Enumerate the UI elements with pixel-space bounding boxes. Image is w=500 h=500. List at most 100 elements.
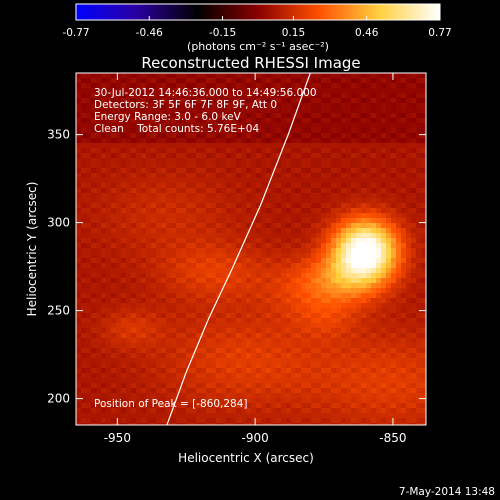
heatmap-cell bbox=[386, 308, 392, 314]
heatmap-cell bbox=[161, 293, 167, 299]
heatmap-cell bbox=[351, 193, 357, 199]
heatmap-cell bbox=[171, 153, 177, 159]
heatmap-cell bbox=[266, 193, 272, 199]
heatmap-cell bbox=[166, 208, 172, 214]
heatmap-cell bbox=[221, 343, 227, 349]
heatmap-cell bbox=[191, 163, 197, 169]
heatmap-cell bbox=[131, 158, 137, 164]
heatmap-cell bbox=[256, 268, 262, 274]
heatmap-cell bbox=[401, 258, 407, 264]
heatmap-cell bbox=[216, 108, 222, 114]
heatmap-cell bbox=[136, 103, 142, 109]
heatmap-cell bbox=[231, 378, 237, 384]
heatmap-cell bbox=[106, 398, 112, 404]
heatmap-cell bbox=[371, 308, 377, 314]
heatmap-cell bbox=[181, 258, 187, 264]
heatmap-cell bbox=[331, 193, 337, 199]
heatmap-cell bbox=[196, 268, 202, 274]
heatmap-cell bbox=[331, 343, 337, 349]
heatmap-cell bbox=[406, 98, 412, 104]
heatmap-cell bbox=[141, 228, 147, 234]
heatmap-cell bbox=[256, 208, 262, 214]
heatmap-cell bbox=[316, 403, 322, 409]
heatmap-cell bbox=[116, 353, 122, 359]
heatmap-cell bbox=[341, 223, 347, 229]
heatmap-cell bbox=[271, 228, 277, 234]
heatmap-cell bbox=[371, 173, 377, 179]
heatmap-cell bbox=[291, 208, 297, 214]
heatmap-cell bbox=[141, 373, 147, 379]
heatmap-cell bbox=[86, 328, 92, 334]
heatmap-cell bbox=[176, 88, 182, 94]
heatmap-cell bbox=[396, 358, 402, 364]
heatmap-cell bbox=[171, 93, 177, 99]
heatmap-cell bbox=[391, 368, 397, 374]
heatmap-cell bbox=[81, 408, 87, 414]
heatmap-cell bbox=[261, 343, 267, 349]
heatmap-cell bbox=[81, 158, 87, 164]
heatmap-cell bbox=[411, 298, 417, 304]
heatmap-cell bbox=[81, 188, 87, 194]
heatmap-cell bbox=[181, 298, 187, 304]
heatmap-cell bbox=[326, 183, 332, 189]
heatmap-cell bbox=[121, 148, 127, 154]
heatmap-cell bbox=[346, 408, 352, 414]
heatmap-cell bbox=[411, 238, 417, 244]
heatmap-cell bbox=[361, 138, 367, 144]
heatmap-cell bbox=[386, 418, 392, 424]
heatmap-cell bbox=[336, 368, 342, 374]
heatmap-cell bbox=[301, 423, 307, 425]
heatmap-cell bbox=[341, 328, 347, 334]
heatmap-cell bbox=[346, 163, 352, 169]
heatmap-cell bbox=[231, 128, 237, 134]
heatmap-cell bbox=[351, 338, 357, 344]
heatmap-cell bbox=[376, 258, 382, 264]
heatmap-cell bbox=[416, 418, 422, 424]
heatmap-cell bbox=[356, 338, 362, 344]
heatmap-cell bbox=[321, 218, 327, 224]
heatmap-cell bbox=[266, 303, 272, 309]
heatmap-cell bbox=[316, 308, 322, 314]
heatmap-cell bbox=[276, 218, 282, 224]
heatmap-cell bbox=[366, 278, 372, 284]
heatmap-cell bbox=[271, 163, 277, 169]
heatmap-cell bbox=[96, 138, 102, 144]
heatmap-cell bbox=[336, 413, 342, 419]
heatmap-cell bbox=[266, 408, 272, 414]
heatmap-cell bbox=[276, 373, 282, 379]
heatmap-cell bbox=[106, 143, 112, 149]
heatmap-cell bbox=[211, 228, 217, 234]
heatmap-cell bbox=[156, 263, 162, 269]
heatmap-cell bbox=[296, 288, 302, 294]
heatmap-cell bbox=[196, 163, 202, 169]
heatmap-cell bbox=[401, 153, 407, 159]
heatmap-cell bbox=[211, 173, 217, 179]
heatmap-cell bbox=[256, 73, 262, 79]
heatmap-cell bbox=[116, 73, 122, 79]
heatmap-cell bbox=[186, 358, 192, 364]
heatmap-cell bbox=[236, 293, 242, 299]
heatmap-cell bbox=[376, 423, 382, 425]
heatmap-cell bbox=[401, 193, 407, 199]
heatmap-cell bbox=[316, 183, 322, 189]
heatmap-cell bbox=[276, 108, 282, 114]
heatmap-cell bbox=[421, 258, 426, 264]
heatmap-cell bbox=[236, 328, 242, 334]
heatmap-cell bbox=[211, 413, 217, 419]
heatmap-cell bbox=[276, 358, 282, 364]
heatmap-cell bbox=[81, 413, 87, 419]
heatmap-cell bbox=[126, 413, 132, 419]
heatmap-cell bbox=[371, 348, 377, 354]
heatmap-cell bbox=[401, 423, 407, 425]
heatmap-cell bbox=[181, 373, 187, 379]
heatmap-cell bbox=[406, 308, 412, 314]
heatmap-cell bbox=[311, 368, 317, 374]
heatmap-cell bbox=[351, 268, 357, 274]
heatmap-cell bbox=[161, 128, 167, 134]
heatmap-cell bbox=[101, 303, 107, 309]
heatmap-cell bbox=[91, 368, 97, 374]
heatmap-cell bbox=[396, 298, 402, 304]
heatmap-cell bbox=[251, 403, 257, 409]
heatmap-cell bbox=[361, 93, 367, 99]
